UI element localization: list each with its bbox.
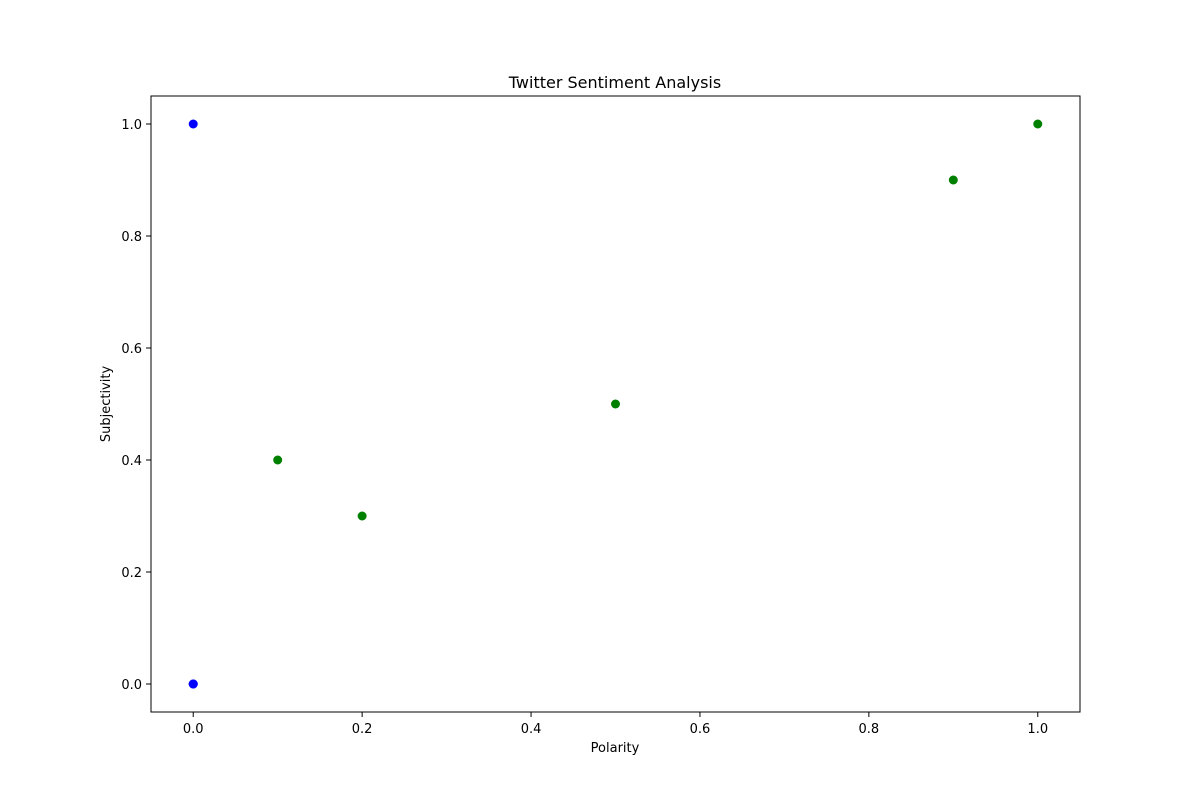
x-tick-label: 0.8: [859, 722, 880, 737]
y-axis-label: Subjectivity: [99, 366, 114, 443]
data-point: [357, 511, 367, 521]
data-point: [188, 679, 198, 689]
y-tick-label: 0.2: [121, 566, 142, 581]
data-points: [188, 119, 1043, 689]
data-point: [273, 455, 283, 465]
data-point: [188, 119, 198, 129]
data-point: [1033, 119, 1043, 129]
data-point: [611, 399, 620, 409]
data-point: [948, 175, 958, 185]
y-tick-label: 0.0: [121, 678, 142, 693]
x-tick-label: 1.0: [1027, 722, 1048, 737]
y-tick-label: 0.8: [121, 230, 142, 245]
y-tick-label: 0.4: [121, 454, 142, 469]
x-axis: 0.0 0.2 0.4 0.6 0.8 1.0: [183, 712, 1048, 737]
plot-frame: [150, 95, 1081, 713]
x-tick-label: 0.2: [352, 722, 373, 737]
y-tick-label: 1.0: [121, 118, 142, 133]
x-axis-label: Polarity: [591, 741, 640, 756]
x-tick-label: 0.0: [183, 722, 204, 737]
chart-title: Twitter Sentiment Analysis: [508, 73, 721, 92]
x-tick-label: 0.6: [690, 722, 711, 737]
y-tick-label: 0.6: [121, 342, 142, 357]
y-axis: 0.0 0.2 0.4 0.6 0.8 1.0: [121, 118, 151, 693]
x-tick-label: 0.4: [521, 722, 542, 737]
